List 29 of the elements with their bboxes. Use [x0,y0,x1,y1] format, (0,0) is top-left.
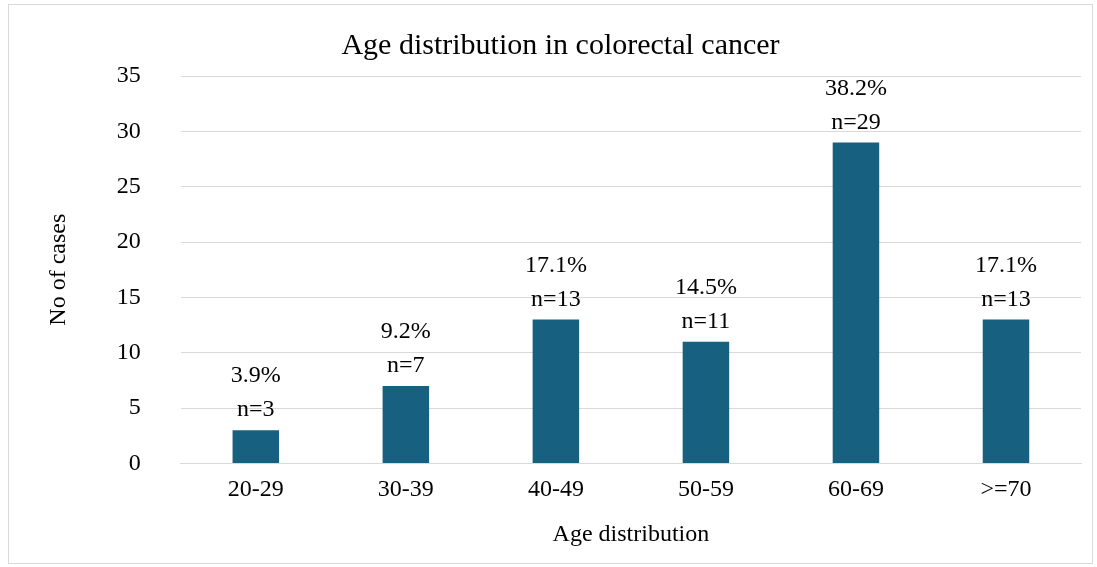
x-tick-label: 30-39 [377,475,434,502]
x-axis-title: Age distribution [552,519,710,546]
bar [532,319,580,463]
bar [982,319,1030,463]
bar [232,430,280,463]
x-tick-label: >=70 [980,475,1032,502]
x-tick-label: 20-29 [227,475,284,502]
y-axis-title: No of cases [43,213,70,326]
chart-title: Age distribution in colorectal cancer [341,26,780,60]
x-tick-label: 50-59 [677,475,734,502]
y-tick-label: 30 [116,116,141,143]
y-tick-label: 0 [128,448,141,475]
data-label: 38.2% n=29 [824,73,887,134]
y-tick-label: 5 [128,393,141,420]
data-label: 9.2% n=7 [380,317,431,378]
data-label: 17.1% n=13 [974,250,1037,311]
data-label: 3.9% n=3 [230,361,281,422]
x-tick-label: 60-69 [827,475,884,502]
y-tick-label: 10 [116,338,141,365]
x-tick-label: 40-49 [527,475,584,502]
y-tick-label: 25 [116,171,141,198]
data-label: 14.5% n=11 [674,272,737,333]
bar [682,341,730,463]
y-tick-label: 35 [116,61,141,88]
y-tick-label: 15 [116,282,141,309]
data-label: 17.1% n=13 [524,250,587,311]
y-tick-label: 20 [116,227,141,254]
bar [832,142,880,463]
bar [382,385,430,463]
